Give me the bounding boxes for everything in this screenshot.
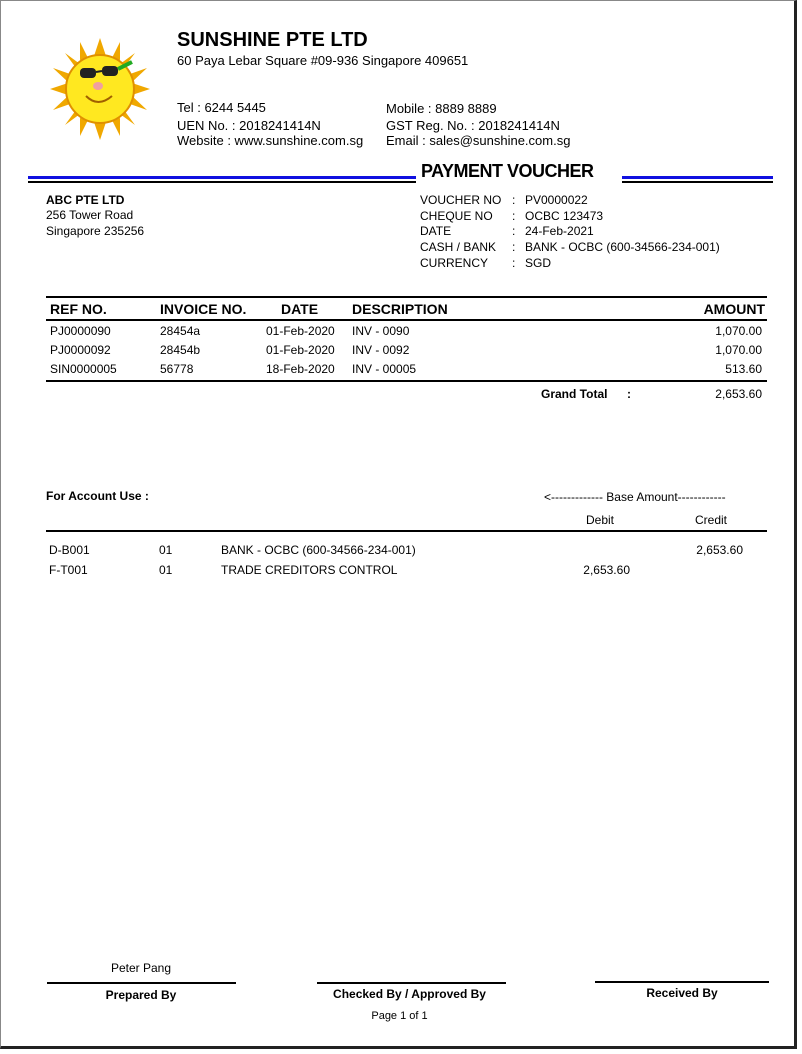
voucher-label: CASH / BANK (420, 240, 497, 255)
company-email: Email : sales@sunshine.com.sg (386, 133, 571, 148)
title-rule-right (622, 176, 773, 179)
table-cell: 18-Feb-2020 (266, 362, 335, 376)
table-cell: INV - 0090 (352, 324, 410, 338)
grand-total-colon: : (627, 387, 631, 401)
company-mobile: Mobile : 8889 8889 (386, 101, 497, 116)
table-cell: 1,070.00 (715, 324, 762, 338)
company-uen: UEN No. : 2018241414N (177, 118, 321, 133)
company-logo (50, 38, 150, 140)
grand-total-value: 2,653.60 (715, 387, 762, 401)
voucher-value: PV0000022 (525, 193, 588, 207)
table-cell: 1,070.00 (715, 343, 762, 357)
voucher-colon: : (512, 193, 516, 207)
table-cell: 28454a (160, 324, 201, 338)
table-cell: PJ0000092 (50, 343, 111, 357)
table-cell: 28454b (160, 343, 201, 357)
table-cell: INV - 00005 (352, 362, 417, 376)
account-rule (46, 530, 767, 532)
grand-total-label: Grand Total (541, 387, 608, 401)
table-cell: PJ0000090 (50, 324, 111, 338)
received-signature-line (595, 981, 769, 983)
voucher-label: VOUCHER NO (420, 193, 502, 207)
voucher-value: 24-Feb-2021 (525, 224, 594, 239)
company-tel: Tel : 6244 5445 (177, 100, 266, 115)
company-name: SUNSHINE PTE LTD (177, 29, 368, 51)
payee-name: ABC PTE LTD (46, 193, 125, 207)
payee-address-line1: 256 Tower Road (46, 208, 134, 222)
page-number: Page 1 of 1 (371, 1010, 428, 1022)
checked-signature-line (317, 982, 506, 984)
title-rule-left (28, 176, 416, 179)
company-address: 60 Paya Lebar Square #09-936 Singapore 4… (177, 53, 469, 68)
company-website: Website : www.sunshine.com.sg (177, 133, 364, 148)
received-by-label: Received By (646, 986, 718, 1000)
debit-header: Debit (586, 513, 615, 527)
voucher-value: SGD (525, 255, 552, 270)
table-top-rule (46, 296, 767, 298)
voucher-label: CURRENCY (420, 255, 489, 270)
company-gst: GST Reg. No. : 2018241414N (386, 118, 560, 133)
table-cell: INV - 0092 (352, 343, 410, 357)
table-cell: 513.60 (725, 362, 762, 376)
credit-header: Credit (695, 513, 728, 527)
voucher-label: DATE (420, 224, 452, 239)
column-header: REF NO. (50, 301, 107, 317)
document-title: PAYMENT VOUCHER (421, 161, 594, 181)
account-code: D-B001 (49, 543, 90, 557)
voucher-value: BANK - OCBC (600-34566-234-001) (525, 240, 720, 255)
title-rule-left-black (28, 181, 416, 183)
account-description: BANK - OCBC (600-34566-234-001) (221, 543, 416, 557)
prepared-by-name: Peter Pang (110, 961, 172, 975)
table-cell: 01-Feb-2020 (266, 343, 335, 357)
account-debit: 2,653.60 (583, 563, 630, 577)
payee-address-line2: Singapore 235256 (46, 224, 145, 238)
account-dept: 01 (159, 563, 173, 577)
account-credit: 2,653.60 (696, 543, 743, 557)
prepared-signature-line (47, 982, 236, 984)
account-description: TRADE CREDITORS CONTROL (221, 563, 398, 577)
table-bottom-rule (46, 380, 767, 382)
checked-by-label: Checked By / Approved By (333, 987, 486, 1001)
column-header: DATE (281, 301, 319, 317)
table-cell: 01-Feb-2020 (266, 324, 335, 338)
table-cell: 56778 (160, 362, 194, 376)
column-header: INVOICE NO. (160, 301, 247, 317)
voucher-label: CHEQUE NO (420, 208, 493, 223)
account-dept: 01 (159, 543, 173, 557)
table-cell: SIN0000005 (50, 362, 117, 376)
account-code: F-T001 (49, 563, 88, 577)
prepared-by-label: Prepared By (105, 988, 177, 1002)
voucher-colon: : (512, 224, 516, 239)
voucher-value: OCBC 123473 (525, 208, 604, 223)
column-header: AMOUNT (703, 301, 765, 317)
voucher-colon: : (512, 208, 516, 223)
voucher-colon: : (512, 240, 516, 255)
voucher-colon: : (512, 255, 516, 270)
title-rule-right-black (622, 181, 773, 183)
base-amount-label: <------------- Base Amount------------ (544, 490, 726, 504)
column-header: DESCRIPTION (352, 301, 448, 317)
table-header-rule (46, 319, 767, 321)
account-title: For Account Use : (46, 489, 149, 503)
